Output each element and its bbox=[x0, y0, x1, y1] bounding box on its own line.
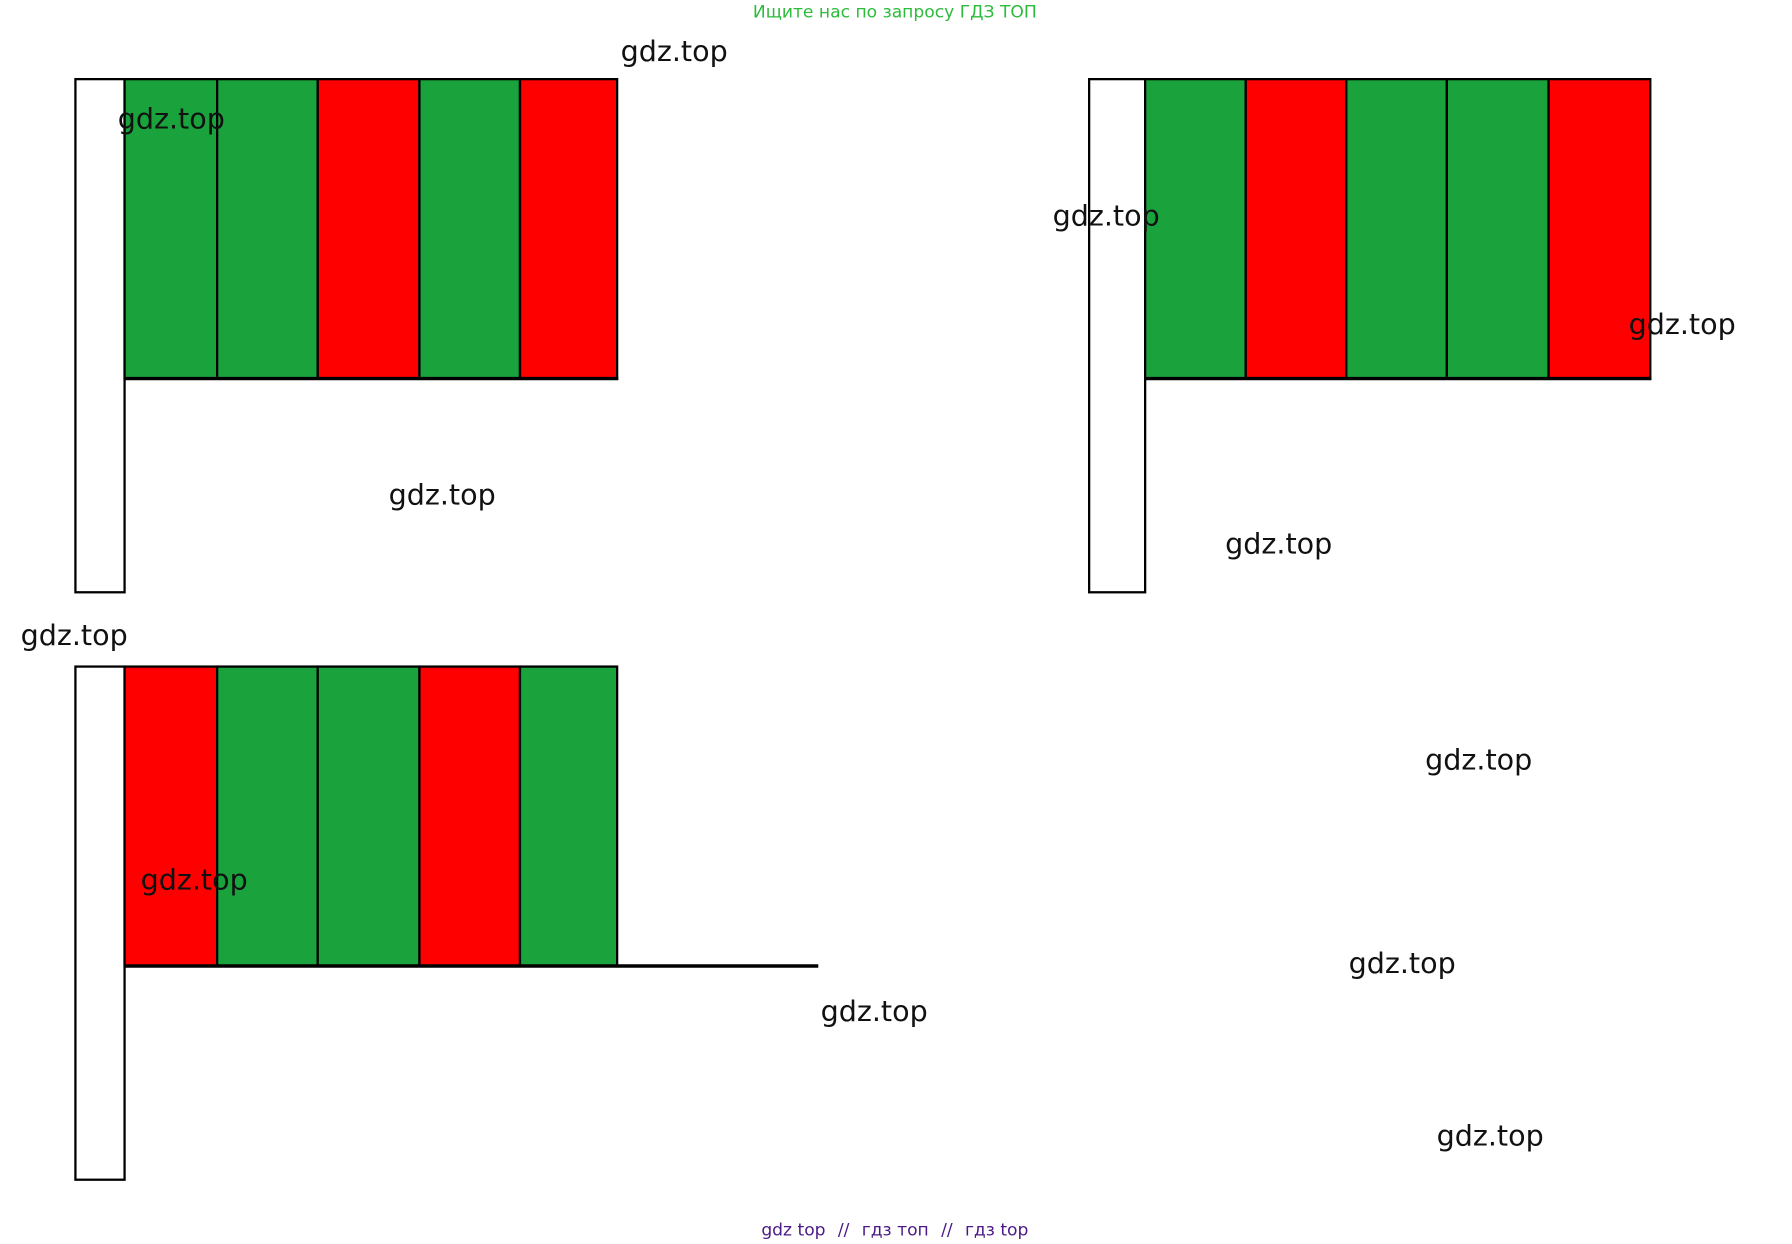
flag-stripe bbox=[215, 78, 319, 380]
watermark: gdz.top bbox=[1349, 946, 1456, 980]
watermark: gdz.top bbox=[1629, 307, 1736, 341]
flag bbox=[74, 665, 819, 1181]
flag-pole bbox=[74, 665, 126, 1181]
watermark: gdz.top bbox=[621, 34, 728, 68]
footer-separator: // bbox=[838, 1221, 850, 1241]
flag-pole bbox=[1088, 77, 1147, 594]
flag-stripe bbox=[1345, 78, 1448, 380]
watermark: gdz.top bbox=[1437, 1118, 1544, 1152]
flag-stripe bbox=[123, 665, 219, 968]
watermark: gdz.top bbox=[21, 618, 128, 652]
watermark: gdz.top bbox=[1053, 198, 1160, 232]
flag-stripe bbox=[518, 78, 619, 380]
flag-stripe bbox=[1244, 78, 1348, 380]
flag-stripe bbox=[418, 78, 522, 380]
footer-link[interactable]: гдз top bbox=[965, 1221, 1028, 1241]
footer-link[interactable]: гдз топ bbox=[862, 1221, 929, 1241]
flags bbox=[74, 77, 1652, 1181]
footer: gdz top // гдз топ // гдз top bbox=[761, 1221, 1028, 1241]
header-text: Ищите нас по запросу ГДЗ ТОП bbox=[753, 2, 1037, 22]
flag-stripe bbox=[215, 665, 319, 968]
footer-link[interactable]: gdz top bbox=[761, 1221, 825, 1241]
flag bbox=[74, 77, 619, 594]
flag-stripe bbox=[1144, 78, 1247, 380]
flag-stripe bbox=[418, 665, 522, 968]
flag-stripe bbox=[316, 665, 421, 968]
watermark: gdz.top bbox=[389, 477, 496, 511]
watermark: gdz.top bbox=[1225, 526, 1332, 560]
flag-stripe bbox=[518, 665, 619, 968]
flag-stripe bbox=[316, 78, 421, 380]
watermark: gdz.top bbox=[141, 862, 248, 896]
flag bbox=[1088, 77, 1652, 594]
flag-stripe bbox=[1445, 78, 1550, 380]
flag-stripe bbox=[123, 78, 219, 380]
flag-pole bbox=[74, 77, 126, 594]
footer-separator: // bbox=[941, 1221, 953, 1241]
watermark: gdz.top bbox=[821, 994, 928, 1028]
flag-stripe bbox=[1547, 78, 1652, 380]
watermark: gdz.top bbox=[1425, 742, 1532, 776]
watermark: gdz.top bbox=[118, 101, 225, 135]
